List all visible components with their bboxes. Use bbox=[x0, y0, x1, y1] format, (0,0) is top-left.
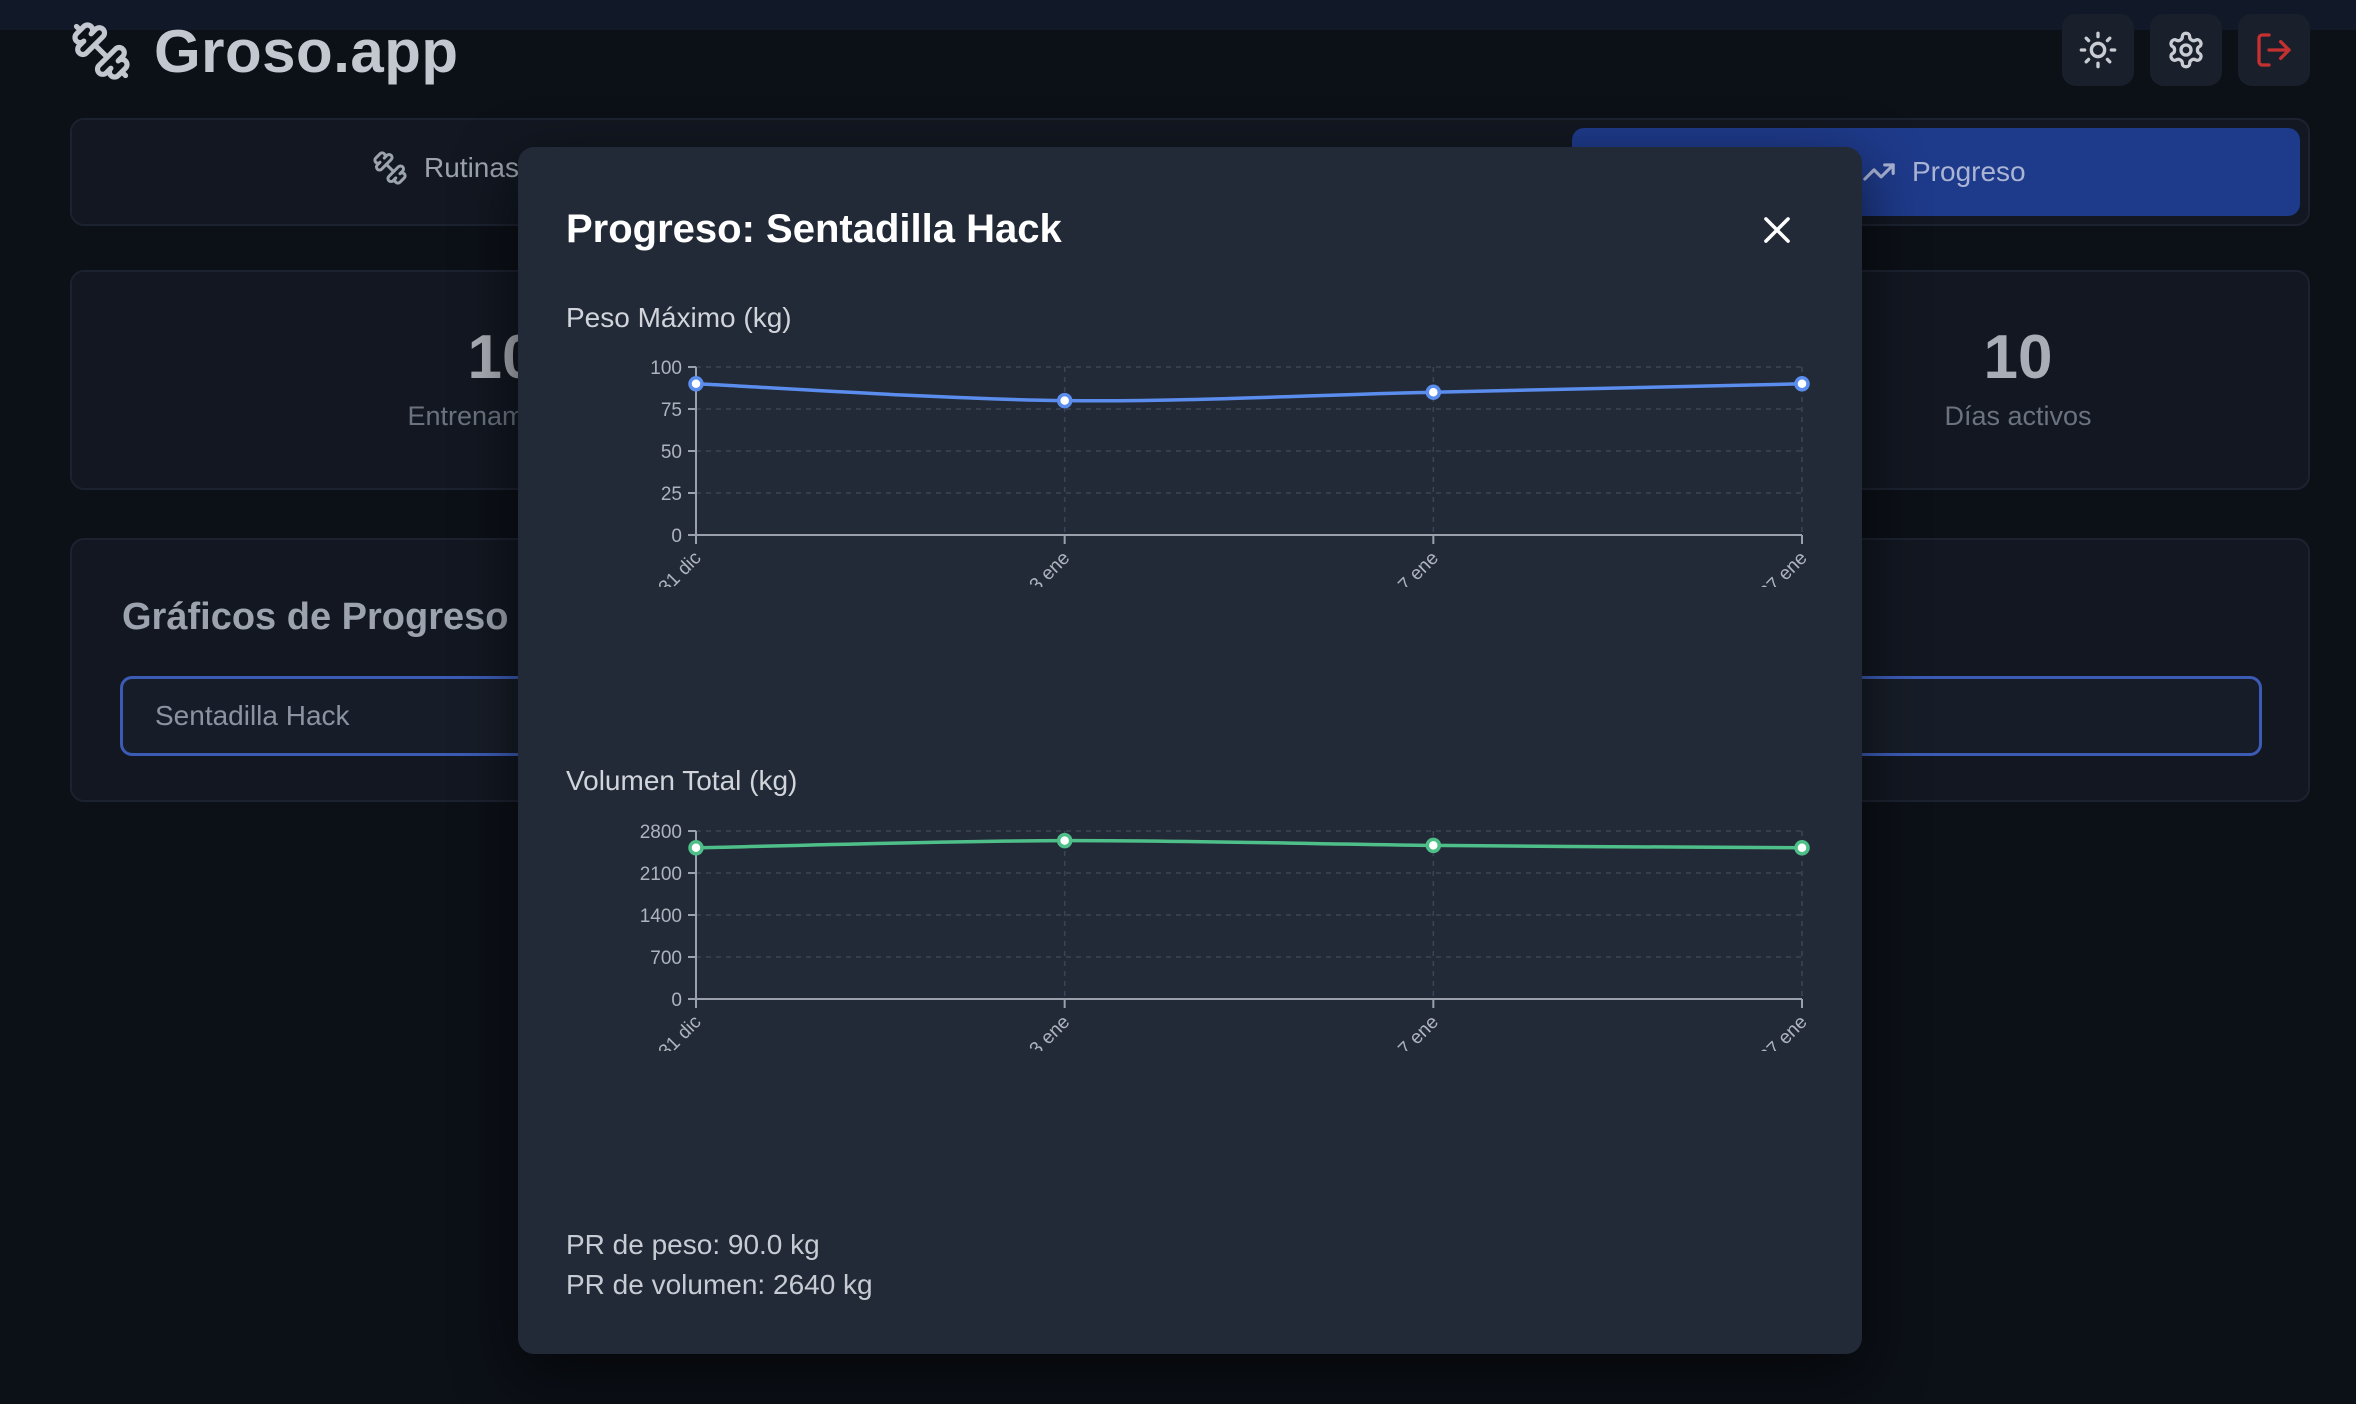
sun-icon bbox=[2079, 31, 2117, 69]
x-tick-label: 3 ene bbox=[1026, 548, 1074, 587]
app-title: Groso.app bbox=[154, 17, 459, 85]
data-point[interactable] bbox=[1425, 384, 1442, 400]
progress-modal: Progreso: Sentadilla Hack Peso Máximo (k… bbox=[518, 147, 1862, 1354]
brand[interactable]: Groso.app bbox=[70, 17, 459, 85]
x-tick-label: 7 ene bbox=[1394, 1012, 1442, 1051]
close-icon[interactable] bbox=[1758, 211, 1796, 249]
weight-chart: 0 25 50 75 100 31 dic 3 ene 7 ene 27 ene bbox=[650, 358, 1812, 587]
chart-title-volume: Volumen Total (kg) bbox=[566, 765, 798, 796]
stat-active-days: 10 Días activos bbox=[1848, 322, 2188, 432]
theme-toggle-button[interactable] bbox=[2062, 14, 2134, 86]
y-tick-label: 2800 bbox=[640, 822, 682, 843]
gear-icon bbox=[2169, 31, 2203, 69]
y-tick-label: 75 bbox=[661, 400, 682, 421]
x-tick-label: 27 ene bbox=[1756, 1012, 1812, 1051]
x-tick-label: 31 dic bbox=[655, 548, 706, 587]
y-tick-label: 0 bbox=[671, 526, 682, 547]
y-tick-label: 25 bbox=[661, 484, 682, 505]
exercise-select-value: Sentadilla Hack bbox=[155, 700, 350, 731]
pr-weight: PR de peso: 90.0 kg bbox=[566, 1229, 820, 1260]
data-point[interactable] bbox=[1794, 376, 1810, 392]
x-tick-label: 27 ene bbox=[1756, 548, 1812, 587]
data-point[interactable] bbox=[1056, 392, 1073, 409]
trending-up-icon bbox=[1863, 163, 1895, 181]
x-tick-label: 3 ene bbox=[1026, 1012, 1074, 1051]
x-tick-label: 7 ene bbox=[1394, 548, 1442, 587]
pr-volume: PR de volumen: 2640 kg bbox=[566, 1269, 873, 1300]
volume-chart: 0 700 1400 2100 2800 31 dic 3 ene 7 ene 27 ene bbox=[640, 822, 1812, 1051]
data-point[interactable] bbox=[1056, 832, 1073, 849]
y-tick-label: 50 bbox=[661, 442, 682, 463]
logout-button[interactable] bbox=[2238, 14, 2310, 86]
series-line bbox=[695, 382, 1803, 403]
modal-title: Progreso: Sentadilla Hack bbox=[566, 207, 1062, 251]
data-point[interactable] bbox=[688, 840, 704, 856]
y-tick-label: 0 bbox=[671, 990, 682, 1011]
dumbbell-icon bbox=[72, 22, 130, 80]
tab-progreso-label: Progreso bbox=[1912, 156, 2026, 187]
tab-rutinas-label: Rutinas bbox=[424, 152, 519, 183]
data-point[interactable] bbox=[1794, 840, 1810, 856]
x-tick-label: 31 dic bbox=[655, 1012, 706, 1051]
stat-label: Días activos bbox=[1944, 401, 2092, 431]
y-tick-label: 1400 bbox=[640, 906, 682, 927]
series-line bbox=[695, 838, 1803, 850]
tab-rutinas[interactable]: Rutinas bbox=[372, 150, 519, 186]
section-heading: Gráficos de Progreso bbox=[122, 596, 509, 638]
settings-button[interactable] bbox=[2150, 14, 2222, 86]
data-point[interactable] bbox=[1425, 837, 1442, 854]
top-strip bbox=[0, 0, 2356, 30]
dumbbell-icon bbox=[373, 151, 407, 185]
stat-value: 10 bbox=[1983, 323, 2053, 392]
y-tick-label: 100 bbox=[650, 358, 682, 379]
chart-title-weight: Peso Máximo (kg) bbox=[566, 302, 792, 333]
y-tick-label: 2100 bbox=[640, 864, 682, 885]
y-tick-label: 700 bbox=[650, 948, 682, 969]
data-point[interactable] bbox=[688, 376, 704, 392]
logout-icon bbox=[2257, 33, 2291, 67]
